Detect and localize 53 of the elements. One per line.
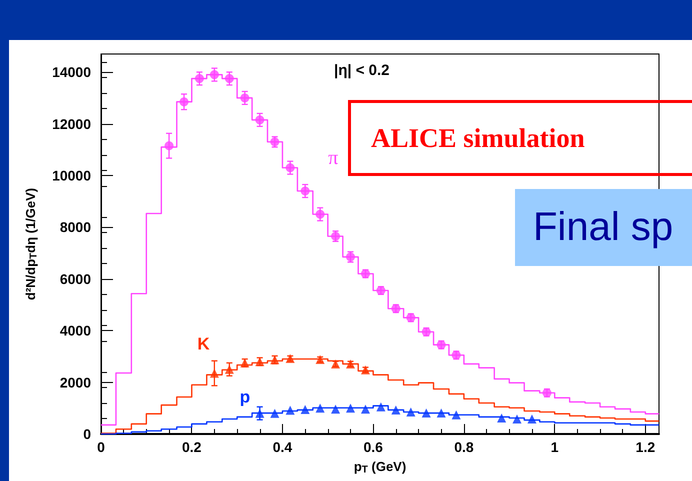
y-tick-label: 10000 <box>52 167 92 184</box>
point <box>406 408 416 417</box>
point <box>180 97 189 106</box>
x-tick-label: 0.4 <box>272 439 292 455</box>
point <box>255 115 264 124</box>
point <box>240 93 250 102</box>
point <box>224 364 234 374</box>
point <box>286 406 295 415</box>
y-tick-label: 0 <box>83 426 92 442</box>
series-label: p <box>240 387 250 406</box>
text-box: ALICE simulation <box>348 100 692 176</box>
point <box>436 408 446 418</box>
x-tick-label: 1.2 <box>636 439 656 455</box>
text-box: Final sp <box>515 189 692 266</box>
point <box>164 141 174 150</box>
point <box>316 210 325 219</box>
point <box>527 414 536 424</box>
annotation: ALICE simulation <box>371 123 585 153</box>
point <box>224 74 234 84</box>
y-tick-label: 2000 <box>60 374 92 390</box>
y-tick-label: 4000 <box>60 322 92 339</box>
y-tick-label: 14000 <box>52 64 92 80</box>
point <box>497 413 506 422</box>
point <box>452 410 461 420</box>
point <box>422 408 431 418</box>
x-tick-label: 0.6 <box>363 439 384 455</box>
point <box>270 408 280 418</box>
point <box>346 404 356 413</box>
annotation: |η| < 0.2 <box>334 62 390 79</box>
point <box>255 408 264 418</box>
point <box>331 404 340 414</box>
x-tick-label: 0.8 <box>454 439 474 455</box>
point <box>210 368 219 378</box>
series-label: π <box>328 147 338 170</box>
point <box>376 402 386 412</box>
y-tick-label: 6000 <box>60 270 92 287</box>
point <box>300 186 310 196</box>
series-label: K <box>197 334 210 354</box>
x-tick-label: 0 <box>97 439 106 455</box>
x-tick-label: 0.2 <box>182 439 202 455</box>
point <box>391 405 400 414</box>
point <box>316 404 325 413</box>
point <box>286 163 295 172</box>
y-tick-label: 12000 <box>52 116 92 132</box>
y-axis-title: d²N/dpTdη (1/GeV) <box>23 188 40 300</box>
annotation: Final sp <box>533 205 674 249</box>
point <box>360 404 370 414</box>
y-tick-label: 8000 <box>60 219 92 236</box>
point <box>194 74 204 84</box>
point <box>512 414 522 424</box>
point <box>300 404 310 414</box>
x-tick-label: 1 <box>550 439 559 455</box>
point <box>210 70 219 80</box>
